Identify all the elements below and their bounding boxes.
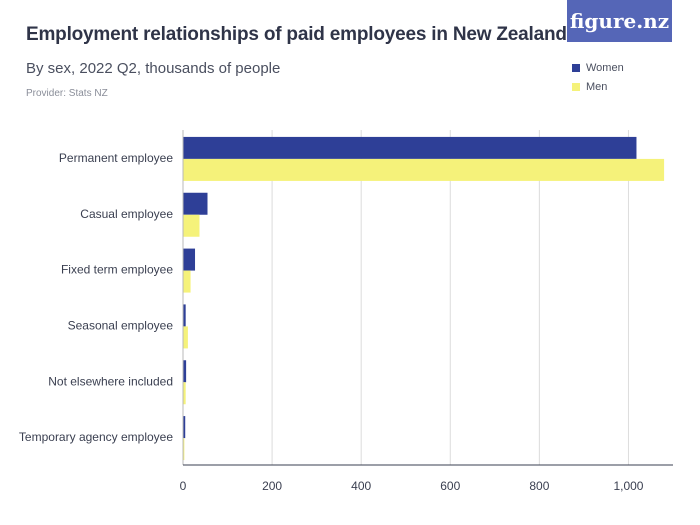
bar-men-0 [183, 158, 665, 181]
category-label-5: Temporary agency employee [19, 430, 173, 444]
chart-subtitle: By sex, 2022 Q2, thousands of people [26, 60, 281, 77]
category-label-2: Fixed term employee [61, 263, 173, 277]
bar-women-5 [183, 416, 186, 439]
bar-men-5 [183, 438, 185, 461]
figure-nz-logo[interactable]: figure.nz [567, 0, 672, 42]
bar-women-3 [183, 304, 186, 327]
x-tick-label-200: 200 [262, 479, 282, 493]
category-label-3: Seasonal employee [68, 318, 174, 332]
category-label-4: Not elsewhere included [48, 374, 173, 388]
bar-women-2 [183, 248, 196, 271]
x-tick-label-800: 800 [529, 479, 549, 493]
x-tick-label-1000: 1,000 [613, 479, 643, 493]
legend-label-women: Women [586, 61, 624, 74]
x-tick-label-600: 600 [440, 479, 460, 493]
legend-item-women: Women [572, 58, 624, 77]
legend-swatch-men [572, 82, 580, 91]
x-tick-label-400: 400 [351, 479, 371, 493]
x-tick-label-0: 0 [180, 479, 187, 493]
chart-title: Employment relationships of paid employe… [26, 24, 567, 45]
legend: Women Men [572, 58, 624, 96]
provider-note: Provider: Stats NZ [26, 88, 108, 99]
category-label-1: Casual employee [80, 207, 173, 221]
legend-item-men: Men [572, 77, 624, 96]
bar-men-1 [183, 214, 200, 237]
legend-label-men: Men [586, 80, 608, 93]
bar-men-3 [183, 326, 188, 349]
bar-women-0 [183, 136, 637, 159]
category-label-0: Permanent employee [59, 151, 173, 165]
bar-women-1 [183, 192, 208, 215]
bar-women-4 [183, 360, 187, 383]
bar-men-4 [183, 382, 186, 405]
legend-swatch-women [572, 63, 580, 72]
bar-men-2 [183, 270, 191, 293]
